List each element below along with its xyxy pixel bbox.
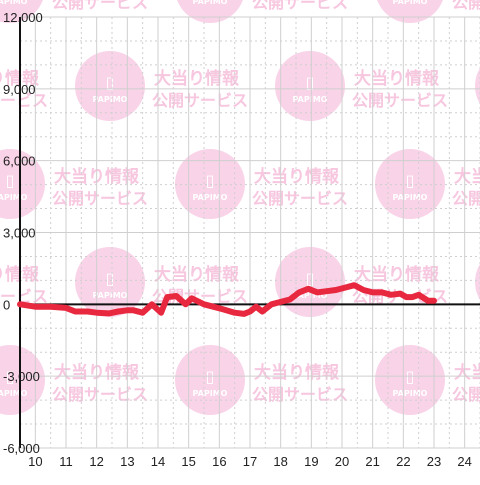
x-tick-label: 19 (304, 454, 318, 469)
watermark-logo-glyph: ▯ (306, 73, 315, 92)
data-layer (17, 282, 437, 317)
watermark-layer: ▯PAPIMO大当り情報公開サービス▯PAPIMO大当り情報公開サービス▯PAP… (0, 0, 480, 415)
axes-layer (19, 17, 480, 448)
watermark-logo-glyph: ▯ (406, 171, 415, 190)
watermark-line1: 大当り情報 (454, 362, 480, 383)
watermark-logo-glyph: ▯ (206, 171, 215, 190)
data-series-line (17, 282, 437, 317)
x-tick-label: 20 (335, 454, 349, 469)
watermark-logo-text: PAPIMO (93, 95, 128, 104)
watermark-logo-icon (475, 263, 480, 301)
watermark-logo-glyph: ▯ (106, 73, 115, 92)
x-tick-label: 14 (151, 454, 165, 469)
watermark-logo-icon (375, 149, 445, 219)
watermark-logo-text: PAPIMO (293, 95, 328, 104)
watermark-line2: 公開サービス (52, 189, 148, 208)
x-tick-label: 24 (457, 454, 471, 469)
watermark-line2: 公開サービス (252, 189, 348, 208)
watermark-line2: 公開サービス (152, 91, 248, 110)
watermark-line1: 大当り情報 (354, 68, 440, 89)
watermark-line2: 公開サービス (252, 385, 348, 404)
watermark-line2: 公開サービス (52, 0, 148, 12)
watermark-logo-text: PAPIMO (193, 193, 228, 202)
watermark-line1: 大当り情報 (154, 264, 240, 285)
watermark-logo-icon (0, 0, 43, 23)
watermark-logo-text: PAPIMO (393, 193, 428, 202)
y-tick-label: 6,000 (3, 154, 36, 169)
watermark-line2: 公開サービス (252, 0, 348, 12)
watermark-logo-glyph: ▯ (106, 269, 115, 288)
watermark-logo-text: PAPIMO (293, 291, 328, 300)
watermark-logo-icon (475, 67, 480, 105)
watermark-logo-glyph: ▯ (6, 367, 15, 386)
x-tick-label: 15 (181, 454, 195, 469)
watermark-logo-text: PAPIMO (0, 193, 28, 202)
x-tick-label: 12 (89, 454, 103, 469)
watermark-line2: 公開サービス (452, 0, 480, 12)
y-tick-label: -3,000 (3, 369, 40, 384)
x-tick-label: 13 (120, 454, 134, 469)
x-tick-label: 11 (59, 454, 73, 469)
watermark-logo-icon (0, 149, 45, 219)
watermark-logo-text: PAPIMO (193, 389, 228, 398)
watermark-logo-glyph: ▯ (306, 269, 315, 288)
watermark-line1: 大当り情報 (354, 264, 440, 285)
watermark-line1: 大当り情報 (254, 362, 340, 383)
watermark-logo-icon (175, 345, 245, 415)
watermark-logo-icon (375, 345, 445, 415)
y-tick-label: 3,000 (3, 226, 36, 241)
watermark-logo-text: PAPIMO (0, 389, 28, 398)
watermark-logo-text: PAPIMO (0, 0, 28, 6)
watermark-logo-text: PAPIMO (193, 0, 228, 6)
watermark-line2: 公開サービス (352, 91, 448, 110)
watermark-line2: 公開サービス (0, 287, 48, 306)
watermark-line1: 大当り情報 (454, 166, 480, 187)
x-tick-label: 22 (396, 454, 410, 469)
y-tick-label: 12,000 (3, 10, 43, 25)
x-tick-label: 18 (273, 454, 287, 469)
y-tick-label: 0 (3, 297, 10, 312)
watermark-logo-icon (275, 51, 345, 121)
x-tick-label: 17 (243, 454, 257, 469)
watermark-logo-text: PAPIMO (393, 389, 428, 398)
watermark-logo-text: PAPIMO (393, 0, 428, 6)
watermark-line2: 公開サービス (452, 189, 480, 208)
watermark-logo-text: PAPIMO (93, 291, 128, 300)
y-tick-label: -6,000 (3, 441, 40, 456)
watermark-logo-glyph: ▯ (6, 171, 15, 190)
x-tick-label: 16 (212, 454, 226, 469)
watermark-line2: 公開サービス (452, 385, 480, 404)
watermark-line2: 公開サービス (52, 385, 148, 404)
watermark-logo-icon (175, 149, 245, 219)
watermark-line1: 大当り情報 (154, 68, 240, 89)
y-tick-label: 9,000 (3, 82, 36, 97)
watermark-line1: 大当り情報 (254, 166, 340, 187)
watermark-line2: 公開サービス (0, 91, 48, 110)
watermark-logo-icon (0, 345, 45, 415)
x-tick-label: 21 (365, 454, 379, 469)
grid-layer (20, 16, 480, 449)
x-tick-label: 10 (28, 454, 42, 469)
x-tick-label: 23 (427, 454, 441, 469)
watermark-line2: 公開サービス (152, 287, 248, 306)
